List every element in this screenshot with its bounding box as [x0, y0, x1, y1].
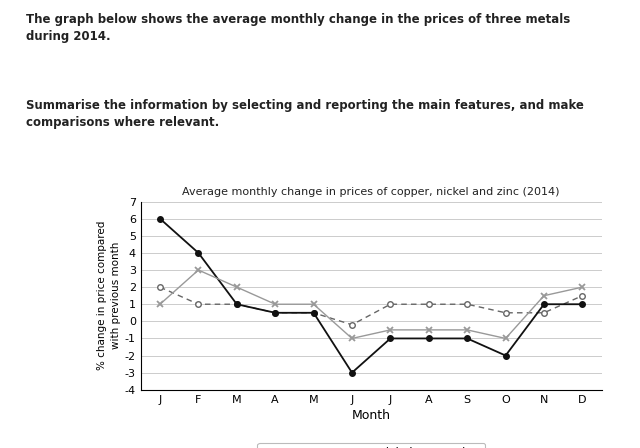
Zinc	[233, 284, 241, 290]
Copper	[502, 310, 509, 315]
Nickel	[156, 216, 164, 221]
Copper	[387, 302, 394, 307]
Copper	[310, 310, 317, 315]
Nickel	[579, 302, 586, 307]
Copper	[425, 302, 433, 307]
Copper	[271, 310, 279, 315]
Line: Nickel: Nickel	[157, 216, 585, 375]
Nickel	[195, 250, 202, 256]
Nickel	[348, 370, 356, 375]
Copper	[540, 310, 548, 315]
Zinc	[156, 302, 164, 307]
Copper	[579, 293, 586, 298]
Y-axis label: % change in price compared
with previous month: % change in price compared with previous…	[97, 221, 121, 370]
Nickel	[387, 336, 394, 341]
Legend: Copper, Nickel, Zinc: Copper, Nickel, Zinc	[257, 443, 485, 448]
Zinc	[271, 302, 279, 307]
Text: Summarise the information by selecting and reporting the main features, and make: Summarise the information by selecting a…	[26, 99, 584, 129]
Zinc	[348, 336, 356, 341]
Copper	[348, 322, 356, 327]
Copper	[156, 284, 164, 290]
Zinc	[502, 336, 509, 341]
Nickel	[271, 310, 279, 315]
Title: Average monthly change in prices of copper, nickel and zinc (2014): Average monthly change in prices of copp…	[182, 187, 560, 197]
Zinc	[387, 327, 394, 332]
Nickel	[502, 353, 509, 358]
Zinc	[425, 327, 433, 332]
Zinc	[195, 267, 202, 273]
Line: Copper: Copper	[157, 284, 585, 327]
Zinc	[310, 302, 317, 307]
Zinc	[463, 327, 471, 332]
Copper	[195, 302, 202, 307]
Nickel	[540, 302, 548, 307]
Nickel	[233, 302, 241, 307]
Text: The graph below shows the average monthly change in the prices of three metals
d: The graph below shows the average monthl…	[26, 13, 570, 43]
Copper	[233, 302, 241, 307]
X-axis label: Month: Month	[352, 409, 390, 422]
Nickel	[310, 310, 317, 315]
Zinc	[579, 284, 586, 290]
Line: Zinc: Zinc	[157, 267, 586, 342]
Zinc	[540, 293, 548, 298]
Nickel	[425, 336, 433, 341]
Nickel	[463, 336, 471, 341]
Copper	[463, 302, 471, 307]
